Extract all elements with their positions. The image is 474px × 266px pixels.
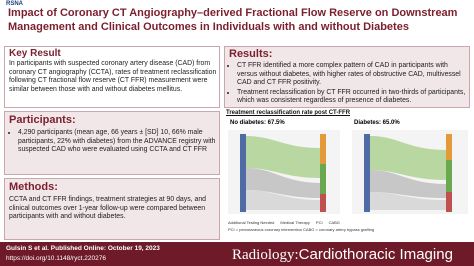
- title: Impact of Coronary CT Angiography–derive…: [8, 7, 458, 33]
- bar: [446, 160, 452, 192]
- flow: [370, 192, 446, 210]
- journal-sub: Cardiothoracic Imaging: [298, 246, 453, 263]
- key-result-box: Key Result In participants with suspecte…: [4, 46, 220, 108]
- doi: https://doi.org/10.1148/ryct.220276: [6, 255, 106, 262]
- bar: [320, 164, 326, 194]
- text: In participants with suspected coronary …: [9, 60, 217, 93]
- bar: [364, 134, 370, 212]
- list: 4,290 participants (mean age, 66 years ±…: [9, 129, 217, 156]
- bar: [446, 192, 452, 212]
- bullet: 4,290 participants (mean age, 66 years ±…: [18, 129, 217, 155]
- bullet: CT FFR identified a more complex pattern…: [237, 62, 468, 88]
- figure-title: Treatment reclassification rate post CT-…: [226, 110, 351, 116]
- list: CT FFR identified a more complex pattern…: [228, 62, 468, 107]
- legend-item: CABG: [328, 220, 340, 225]
- bar: [320, 134, 326, 164]
- legend-item: Medical Therapy: [280, 220, 310, 225]
- footer: Gulsin S et al. Published Online: Octobe…: [0, 242, 474, 266]
- results-box: Results: CT FFR identified a more comple…: [224, 46, 470, 108]
- text: CCTA and CT FFR findings, treatment stra…: [9, 196, 206, 221]
- heading: Participants:: [9, 114, 76, 126]
- alluvial: [228, 130, 468, 214]
- heading: Key Result: [9, 48, 61, 59]
- citation: Gulsin S et al. Published Online: Octobe…: [6, 245, 160, 252]
- flow: [370, 136, 446, 180]
- participants-box: Participants: 4,290 participants (mean a…: [4, 111, 220, 175]
- flow: [246, 168, 320, 198]
- heading: Methods:: [9, 181, 58, 193]
- note: PCI = percutaneous coronary intervention…: [228, 227, 375, 232]
- panel: [228, 130, 340, 214]
- panel-label: No diabetes: 67.5%: [230, 120, 285, 126]
- bullet: Treatment reclassification by CT FFR occ…: [237, 89, 468, 106]
- bar: [320, 194, 326, 212]
- flow: [246, 190, 320, 210]
- methods-box: Methods: CCTA and CT FFR findings, treat…: [4, 178, 220, 240]
- journal: Radiology:Cardiothoracic Imaging: [232, 246, 453, 264]
- legend: Additional Testing Needed Medical Therap…: [228, 220, 340, 225]
- bar: [446, 134, 452, 160]
- logo: RSNA: [6, 1, 24, 7]
- legend-item: PCI: [315, 220, 323, 225]
- heading: Results:: [229, 48, 273, 60]
- panel-label: Diabetes: 65.0%: [354, 120, 400, 126]
- panel: [352, 130, 468, 214]
- flow: [246, 136, 320, 178]
- legend-item: Additional Testing Needed: [228, 220, 275, 225]
- flow: [370, 170, 446, 198]
- figure: Treatment reclassification rate post CT-…: [224, 110, 470, 240]
- bar: [240, 134, 246, 212]
- journal-name: Radiology:: [232, 247, 299, 263]
